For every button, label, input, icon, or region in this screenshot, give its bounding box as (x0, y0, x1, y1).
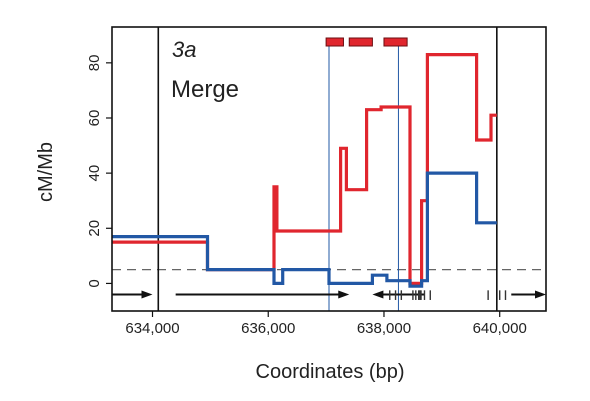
x-tick-label: 640,000 (473, 320, 527, 337)
x-axis-label: Coordinates (bp) (256, 361, 405, 383)
plot-area (112, 27, 546, 311)
red-series-line (112, 53, 497, 285)
y-tick-label: 80 (86, 55, 103, 72)
gene-arrow-head (141, 290, 153, 299)
y-tick-label: 40 (86, 165, 103, 182)
panel-label: 3a (172, 37, 196, 62)
x-tick-label: 638,000 (357, 320, 411, 337)
panel-title: Merge (171, 76, 239, 103)
y-tick-label: 0 (86, 279, 103, 287)
hotspot-bar (348, 37, 373, 47)
hotspot-bar (383, 37, 408, 47)
gene-arrow-head (535, 290, 546, 299)
blue-series-line (112, 171, 497, 288)
hotspot-bar (325, 37, 344, 47)
y-tick-label: 60 (86, 110, 103, 127)
plot-frame (111, 26, 547, 312)
axis-ticks-layer: 0 20 40 60 80 634,000 636,000 638,000 640,000 (86, 55, 527, 337)
y-axis-label: cM/Mb (35, 142, 57, 202)
gene-arrow-head (372, 290, 384, 299)
x-tick-label: 634,000 (125, 320, 179, 337)
y-tick-label: 20 (86, 220, 103, 237)
gene-arrow-head (338, 290, 350, 299)
x-tick-label: 636,000 (241, 320, 295, 337)
